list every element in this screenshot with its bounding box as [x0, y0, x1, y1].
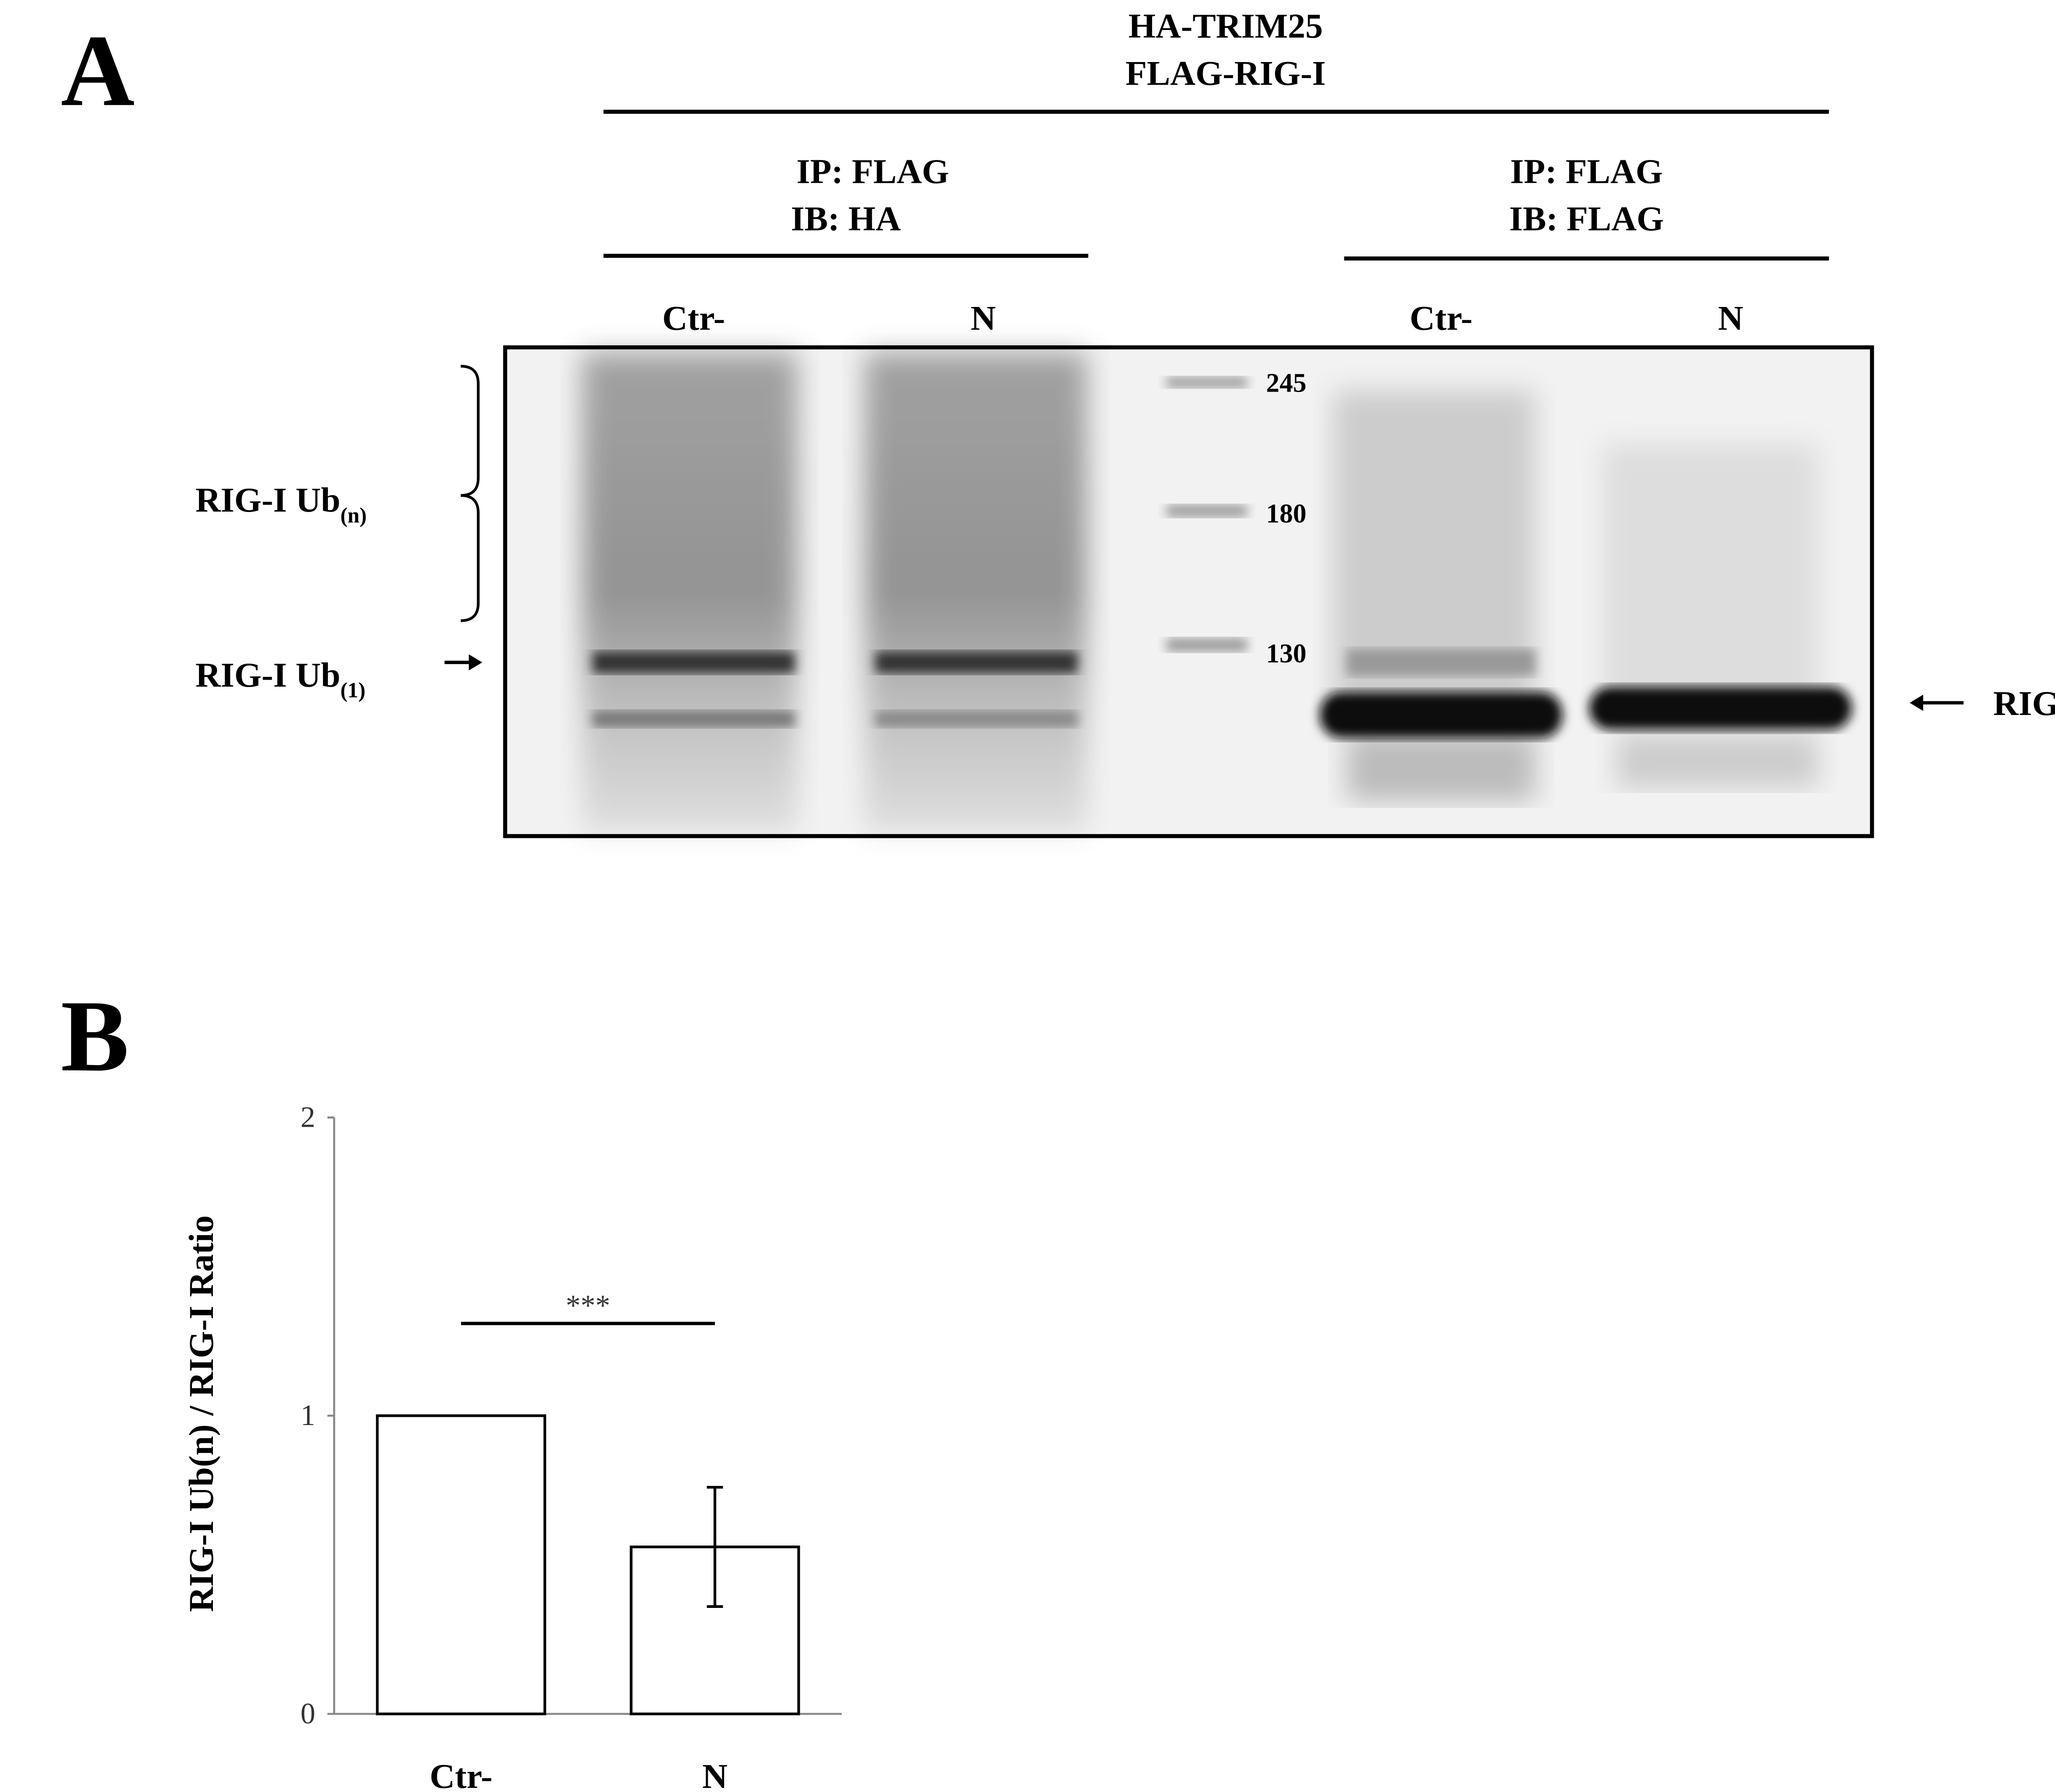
y-tick-label: 0: [300, 1697, 315, 1730]
x-tick-label: Ctr-: [429, 1757, 492, 1792]
lane-label: Ctr-: [662, 299, 725, 338]
lane-label: N: [1718, 299, 1743, 338]
marker-label: 245: [1266, 368, 1306, 398]
marker-label: 180: [1266, 499, 1306, 528]
band-label-sub: (1): [340, 678, 365, 702]
marker-label: 130: [1266, 639, 1306, 669]
y-axis-label: RIG-I Ub(n) / RIG-I Ratio: [182, 1215, 221, 1612]
band-label: RIG-I Ub(n): [196, 481, 367, 527]
x-tick-label: N: [702, 1757, 728, 1792]
panel-label: A: [61, 14, 135, 127]
y-tick-label: 2: [300, 1100, 315, 1133]
error-bar: [707, 1486, 723, 1608]
y-tick-label: 1: [300, 1399, 315, 1432]
bar: [376, 1414, 546, 1716]
lane-label: N: [971, 299, 996, 338]
ib-label: IB: HA: [791, 199, 901, 238]
band-label-text: RIG-I Ub: [196, 481, 341, 519]
significance-label: ***: [566, 1289, 610, 1322]
blot: [503, 345, 1874, 838]
treatment: FLAG-RIG-I: [1125, 54, 1325, 92]
ip-label: IP: FLAG: [1510, 152, 1662, 191]
band-label-text: RIG-I Ub: [196, 656, 341, 694]
ib-label: IB: FLAG: [1509, 199, 1664, 238]
bracket: [460, 364, 480, 622]
panel-label: B: [61, 979, 129, 1093]
arrow-head: [1910, 694, 1923, 711]
arrow-head: [469, 654, 483, 671]
lane-label: Ctr-: [1410, 299, 1473, 338]
treatment: HA-TRIM25: [1128, 7, 1323, 46]
band-label-sub: (n): [340, 503, 367, 527]
band-label: RIG-I: [1993, 684, 2055, 723]
ip-label: IP: FLAG: [797, 152, 949, 191]
band-label: RIG-I Ub(1): [196, 656, 366, 702]
